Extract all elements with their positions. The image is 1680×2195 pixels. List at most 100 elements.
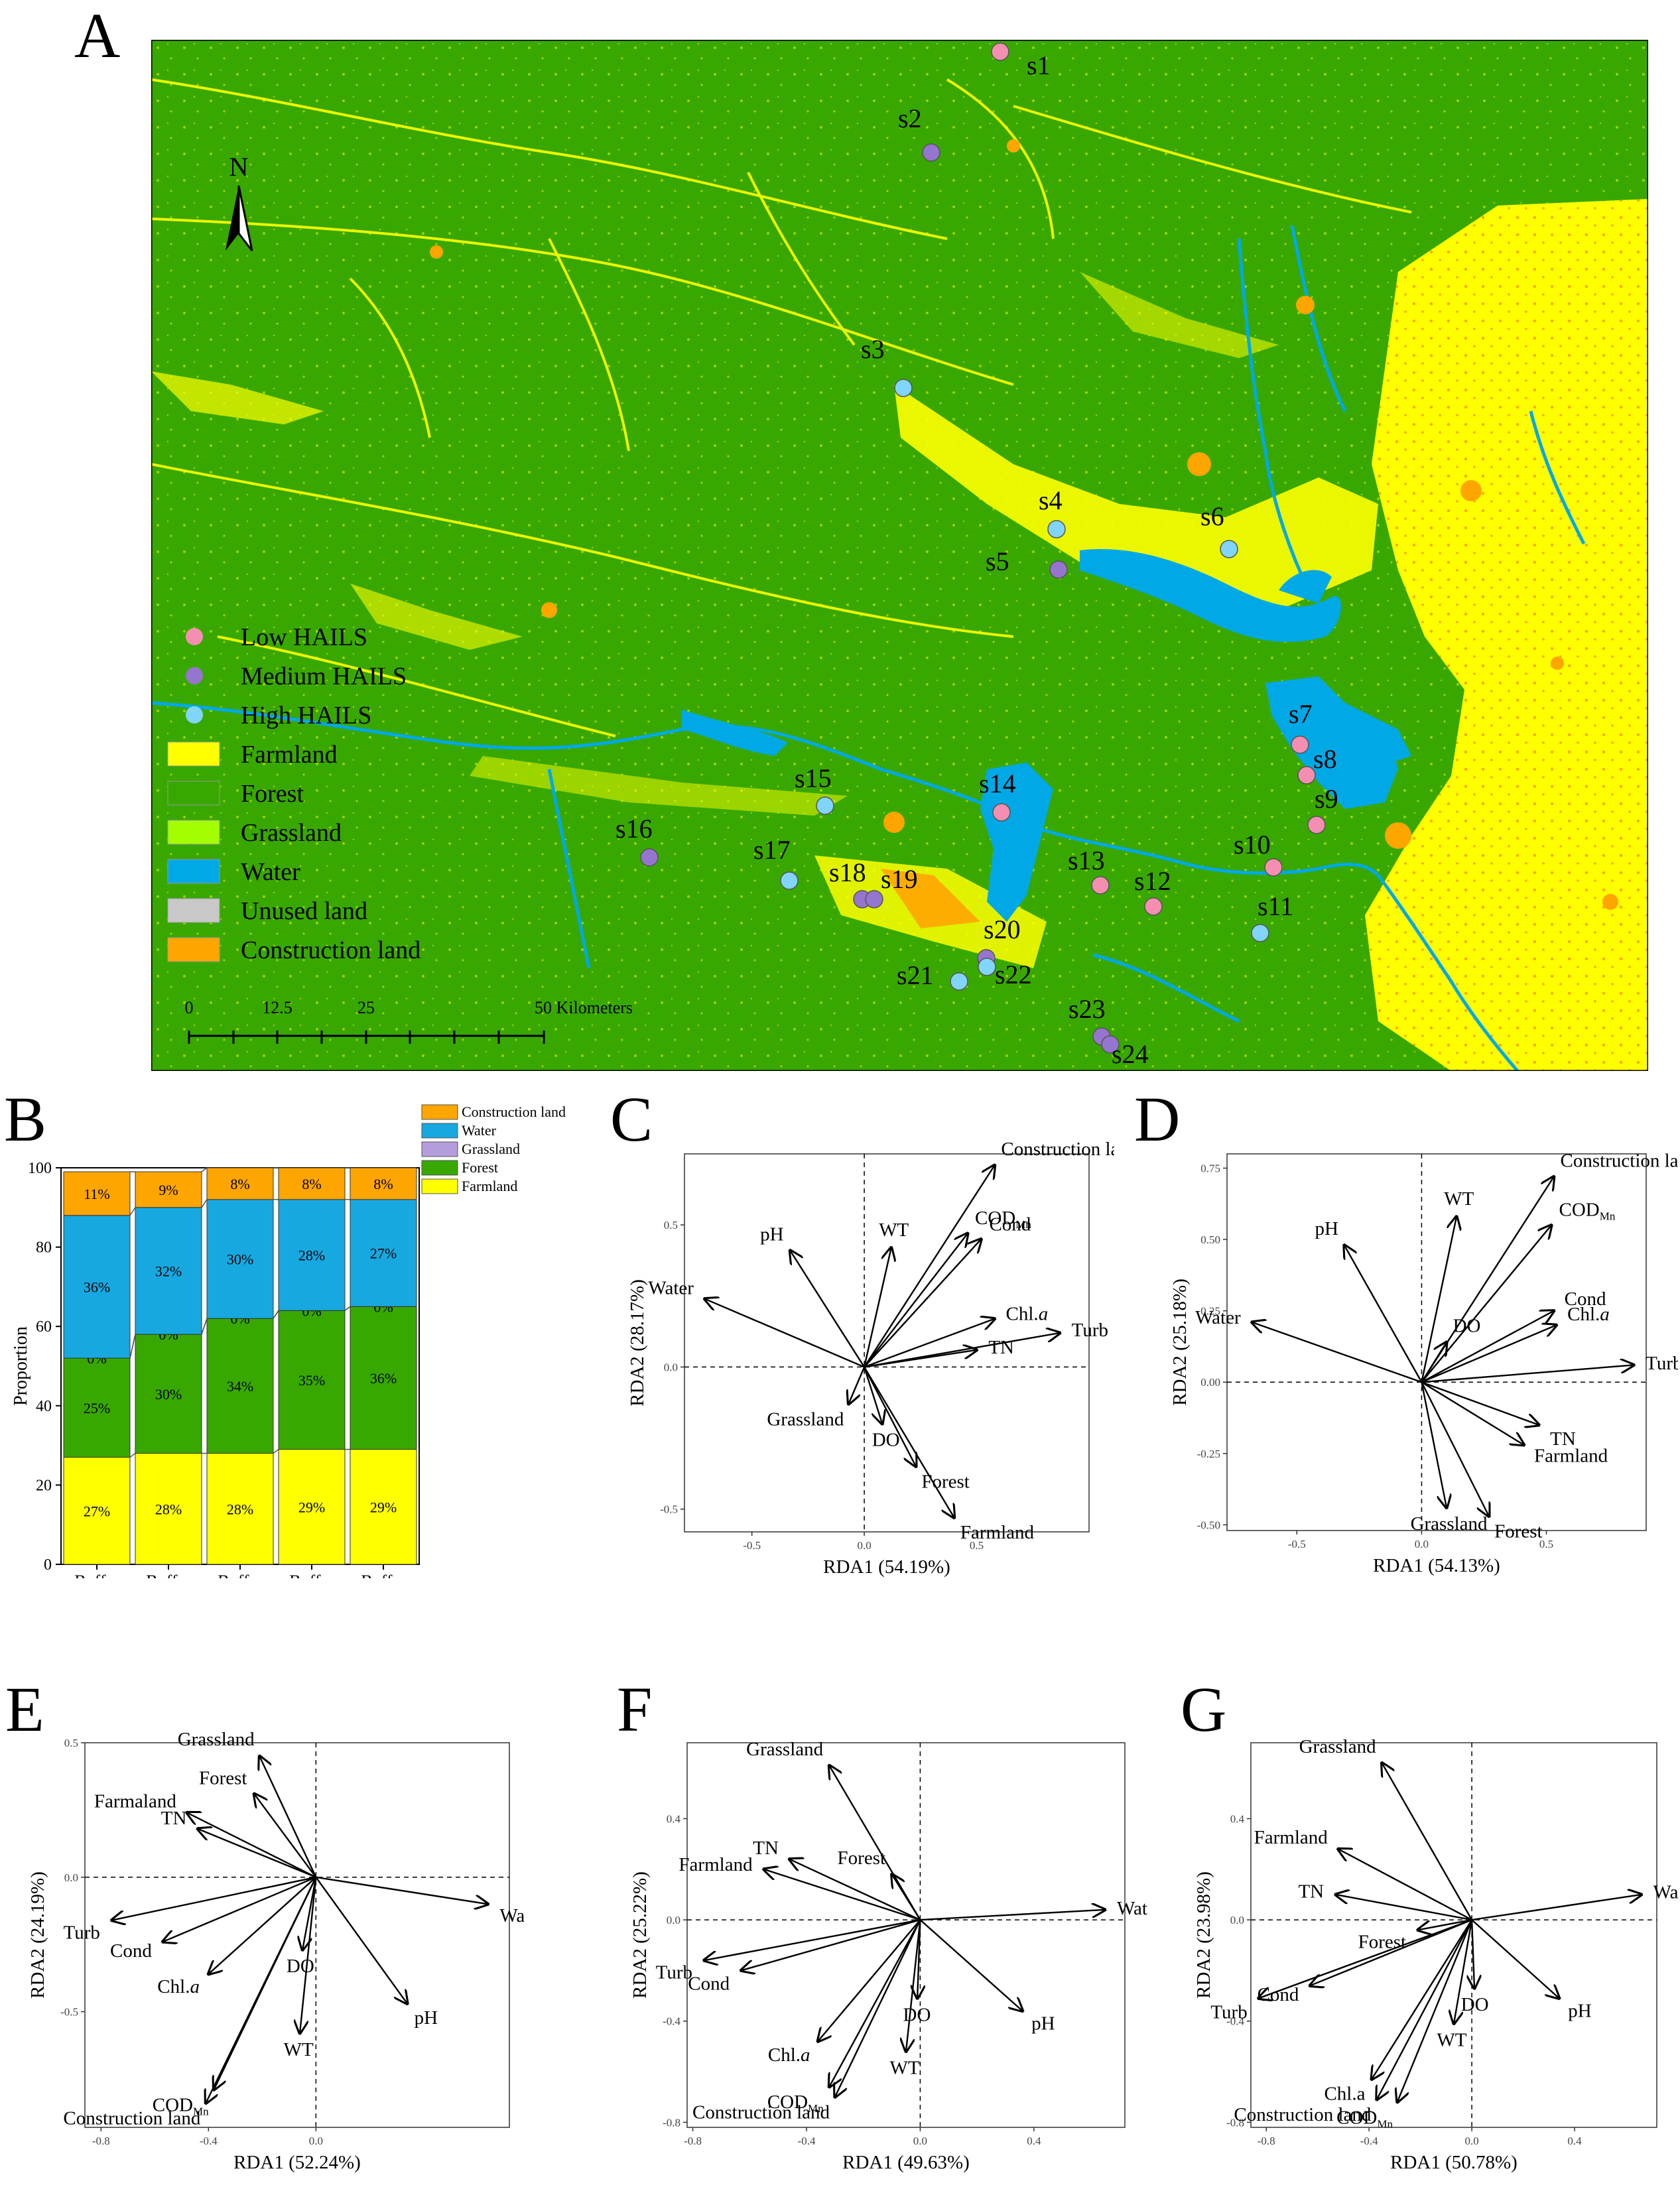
arrow-label-f-chl-a: Chl.a [768, 2044, 810, 2066]
site-label-s23: s23 [1068, 994, 1106, 1024]
arrow-c-grassland [848, 1366, 866, 1404]
site-label-s13: s13 [1068, 846, 1105, 875]
arrow-label-d-wt: WT [1444, 1188, 1474, 1210]
panel-letter-f: F [617, 1674, 653, 1745]
site-marker-s11 [1251, 924, 1269, 942]
bar-label-construction-land-2: 8% [230, 1176, 249, 1192]
rda-biplot-f: -0.8 -0.4 0.0 0.4 -0.8 -0.4 0.0 0.4 RDA1 (49.63%… [629, 1739, 1147, 2173]
legend-swatch-construction-land [167, 937, 220, 962]
site-marker-s14 [992, 803, 1011, 822]
scale-tick-50: 50 Kilometers [535, 998, 633, 1017]
map-farmland-valley [894, 385, 1378, 610]
site-marker-s4 [1047, 520, 1066, 538]
arrow-c-construction-land [864, 1165, 995, 1368]
xtick-label-g-2: 0.0 [1464, 2135, 1478, 2147]
axes-frame-c [684, 1153, 1090, 1533]
site-label-s15: s15 [795, 763, 832, 793]
legend-label-low-hails: Low HAILS [241, 623, 367, 651]
ytick-label-d-0: -0.50 [1197, 1519, 1220, 1531]
map-water [682, 549, 1411, 922]
panel-letter-c: C [610, 1084, 653, 1155]
arrow-e-turb [112, 1876, 316, 1920]
arrow-e-wt [300, 1877, 317, 2033]
legend-swatch-water [167, 859, 220, 884]
arrow-label-f-forest: Forest [838, 1848, 886, 1869]
site-label-s14: s14 [979, 769, 1016, 798]
site-marker-s24 [1101, 1035, 1120, 1054]
bar-label-farmland-1: 28% [155, 1501, 182, 1517]
rda-biplot-c: -0.5 0.0 0.5 -0.5 0.0 0.5 RDA1 (54.19%) RDA2 (2… [627, 1139, 1114, 1578]
arrow-g-turb [1259, 1918, 1472, 1998]
ytick-label-f-0: -0.8 [663, 2116, 680, 2129]
arrow-label-g-farmland: Farmland [1254, 1827, 1328, 1848]
arrow-label-g-cond: Cond [1258, 1984, 1299, 2005]
category-label-4-0: Buffer [361, 1572, 406, 1578]
arrow-label-c-do: DO [872, 1429, 900, 1450]
arrow-d-turb [1421, 1365, 1634, 1383]
xtick-label-d-2: 0.5 [1539, 1538, 1553, 1550]
arrow-f-do [917, 1920, 920, 1998]
bar-farmland-2 [206, 1453, 274, 1565]
arrow-label-e-chl-a: Chl.a [157, 1976, 200, 1997]
arrow-f-wt [906, 1919, 921, 2051]
y-axis-label-g: RDA2 (23.98%) [1193, 1871, 1214, 1999]
arrow-label-g-construction-land: Construction land [1234, 2104, 1372, 2125]
x-axis-label-f: RDA1 (49.63%) [842, 2152, 970, 2173]
arrow-label-f-farmland: Farmland [678, 1854, 753, 1875]
arrow-label-d-codmn: CODMn [1559, 1200, 1616, 1223]
arrow-label-g-do: DO [1461, 1994, 1489, 2015]
legend-label-b-forest: Forest [462, 1159, 498, 1176]
site-marker-s15 [816, 796, 834, 815]
xtick-label-c-2: 0.5 [970, 1539, 984, 1552]
legend-swatch-low-hails [186, 628, 203, 645]
legend-label-b-grassland: Grassland [462, 1141, 520, 1157]
arrow-f-codmn [829, 1919, 921, 2087]
x-axis-label-e: RDA1 (52.24%) [233, 2152, 361, 2173]
site-label-s2: s2 [898, 103, 922, 133]
arrow-label-g-wt: WT [1437, 2029, 1466, 2050]
axes-frame-e [84, 1742, 510, 2128]
scale-tick-12: 12.5 [262, 998, 292, 1017]
bar-label-farmland-4: 29% [370, 1499, 397, 1515]
ytick-label-g-1: -0.4 [1226, 2015, 1244, 2028]
site-marker-s7 [1291, 735, 1309, 754]
bar-label-forest-1: 30% [155, 1386, 182, 1403]
north-arrow-icon: N [226, 152, 253, 251]
arrow-c-cond [864, 1239, 981, 1368]
arrow-label-d-chl-a: Chl.a [1567, 1304, 1610, 1325]
connector-grassland-1 [201, 1318, 208, 1335]
site-label-s24: s24 [1112, 1039, 1149, 1069]
bar-label-water-3: 28% [298, 1247, 325, 1264]
arrow-label-g-grassland: Grassland [1299, 1736, 1376, 1757]
arrow-label-d-water: Water [1195, 1307, 1241, 1328]
arrow-e-construction-land [206, 1877, 317, 2103]
arrow-f-forest [892, 1874, 921, 1920]
site-label-s11: s11 [1258, 891, 1293, 921]
site-marker-s2 [922, 143, 940, 162]
bar-label-water-4: 27% [370, 1245, 397, 1262]
arrow-f-water [920, 1910, 1105, 1921]
arrow-label-c-construction-land: Construction land [1001, 1139, 1114, 1160]
arrow-c-ph [790, 1251, 866, 1368]
arrow-label-d-forest: Forest [1494, 1521, 1543, 1542]
arrow-d-chl-a [1421, 1325, 1556, 1383]
bar-construction-land-4 [350, 1167, 417, 1200]
xtick-label-c-1: 0.0 [857, 1539, 871, 1552]
xtick-label-f-1: -0.4 [798, 2135, 816, 2147]
ytick-label-f-2: 0.0 [667, 1914, 680, 1926]
rda-biplot-e: -0.8 -0.4 0.0 -0.5 0.0 0.5 RDA1 (52.24%) RDA2 (… [27, 1729, 524, 2173]
legend-swatch-b-farmland [421, 1178, 458, 1194]
arrow-label-c-ph: pH [760, 1224, 784, 1245]
bar-water-4 [350, 1199, 417, 1307]
legend-label-b-farmland: Farmland [462, 1178, 517, 1194]
legend-swatch-medium-hails [186, 667, 203, 684]
bar-label-water-2: 30% [227, 1251, 253, 1268]
site-marker-s6 [1220, 540, 1238, 558]
arrow-d-do [1421, 1342, 1447, 1383]
site-marker-s12 [1144, 897, 1163, 916]
bar-water-3 [278, 1199, 346, 1311]
map-legend: Low HAILS Medium HAILS High HAILS Farmland F… [167, 623, 420, 964]
arrow-d-codmn [1421, 1225, 1551, 1383]
category-label-2-0: Buffer [218, 1572, 263, 1578]
